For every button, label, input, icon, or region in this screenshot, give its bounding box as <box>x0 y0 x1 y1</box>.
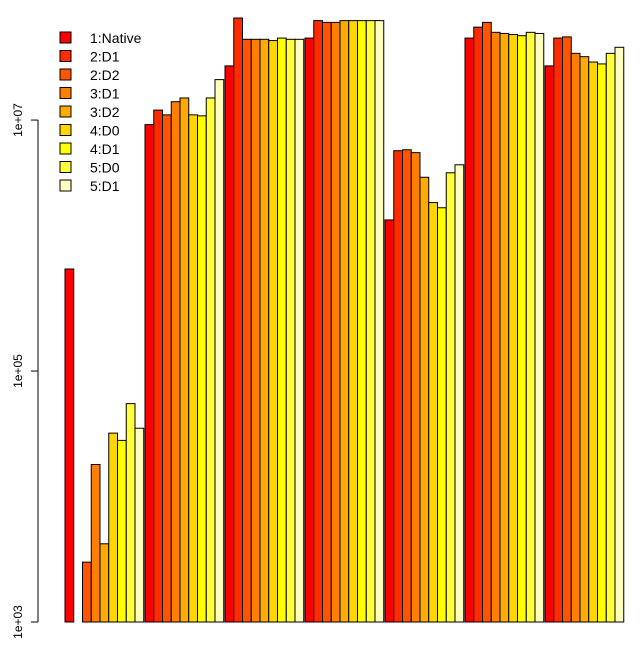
bar-allocation-4-D0 <box>188 114 198 623</box>
bar-fibonacci-5-D0 <box>125 403 136 623</box>
legend-swatch <box>59 50 72 62</box>
bar-references-4-D1 <box>517 35 527 623</box>
bar-compile-3-D1 <box>330 21 341 623</box>
bar-all-nodes-4-D1 <box>277 37 287 623</box>
legend-label: 3:D2 <box>90 104 120 120</box>
bar-all-nodes-3-D1 <box>250 38 261 623</box>
legend-label: 5:D1 <box>90 178 120 194</box>
bar-allocation-3-D1 <box>170 101 181 623</box>
bar-references-1-Native <box>464 37 475 623</box>
bar-fibonacci-5-D1 <box>134 427 145 623</box>
legend-swatch <box>59 87 72 99</box>
bar-allocation-4-D1 <box>197 115 207 623</box>
legend-label: 1:Native <box>90 30 142 46</box>
legend-label: 5:D0 <box>90 160 120 176</box>
bar-compile-2-D2 <box>322 21 332 623</box>
bar-all-nodes-2-D1 <box>233 17 243 623</box>
legend-label: 4:D0 <box>90 123 120 139</box>
bar-all-nodes-2-D2 <box>242 38 252 623</box>
legend-label: 2:D1 <box>90 49 120 65</box>
bar-all-nodes-3-D2 <box>259 38 270 623</box>
bars <box>64 17 625 623</box>
bar-allocation-1-Native <box>144 124 155 623</box>
bar-allocation-5-D0 <box>205 97 216 623</box>
legend-swatch <box>59 31 72 44</box>
bar-references-3-D1 <box>490 31 501 623</box>
bar-allocation-2-D1 <box>153 109 163 623</box>
y-tick-label: 1e+07 <box>11 103 25 137</box>
bar-sum-3-D2 <box>579 56 590 623</box>
bar-fibonacci-3-D1 <box>90 463 101 623</box>
bar-ackermann-2-D2 <box>402 149 412 623</box>
legend: 1:Native 2:D1 2:D2 3:D1 3:D2 4:D0 4:D1 5:D0 5:D1 <box>59 30 142 194</box>
bar-references-3-D2 <box>499 32 510 623</box>
bar-allocation-5-D1 <box>214 79 225 623</box>
bar-compile-4-D0 <box>348 20 358 623</box>
bar-sum-3-D1 <box>570 52 581 623</box>
legend-swatch <box>59 142 72 155</box>
y-axis: 1e+03 1e+05 1e+07 <box>11 103 39 639</box>
bar-references-2-D1 <box>473 26 483 623</box>
legend-swatch <box>59 105 72 118</box>
bar-all-nodes-5-D1 <box>294 38 305 623</box>
bar-ackermann-4-D0 <box>428 202 438 623</box>
bar-all-nodes-4-D0 <box>268 40 278 623</box>
bar-references-5-D0 <box>525 31 536 623</box>
bar-fibonacci-3-D2 <box>99 543 110 623</box>
bar-references-2-D2 <box>482 21 492 623</box>
bar-fibonacci-2-D2 <box>82 561 92 623</box>
legend-swatch <box>59 179 72 192</box>
bar-ackermann-2-D1 <box>393 150 403 623</box>
bar-fibonacci-1-Native <box>64 268 75 623</box>
bar-ackermann-3-D2 <box>419 176 430 623</box>
bar-ackermann-5-D0 <box>445 172 456 623</box>
bar-fibonacci-4-D1 <box>117 439 127 623</box>
bar-all-nodes-1-Native <box>224 65 235 623</box>
bar-sum-4-D0 <box>588 61 598 623</box>
y-tick-label: 1e+05 <box>11 354 25 388</box>
bar-compile-2-D1 <box>313 20 323 623</box>
bar-compile-5-D0 <box>365 20 376 623</box>
bar-references-5-D1 <box>534 32 545 623</box>
bar-compile-3-D2 <box>339 20 350 623</box>
bar-compile-1-Native <box>304 37 315 623</box>
bar-sum-2-D1 <box>553 37 563 623</box>
bar-sum-5-D0 <box>605 52 616 623</box>
bar-ackermann-3-D1 <box>410 152 421 623</box>
bar-sum-2-D2 <box>562 36 572 623</box>
bar-ackermann-1-Native <box>384 219 395 623</box>
legend-label: 2:D2 <box>90 67 120 83</box>
bar-references-4-D0 <box>508 34 518 623</box>
legend-swatch <box>59 124 72 136</box>
bar-ackermann-4-D1 <box>437 207 447 623</box>
bar-all-nodes-5-D0 <box>285 38 296 623</box>
bar-compile-5-D1 <box>374 20 385 623</box>
legend-label: 3:D1 <box>90 86 120 102</box>
bar-ackermann-5-D1 <box>454 164 465 623</box>
bar-compile-4-D1 <box>357 20 367 623</box>
bar-sum-1-Native <box>544 65 555 623</box>
bar-sum-5-D1 <box>614 46 625 623</box>
bar-allocation-2-D2 <box>162 114 172 623</box>
bar-fibonacci-4-D0 <box>108 432 118 623</box>
legend-swatch <box>59 161 72 173</box>
legend-swatch <box>59 68 72 81</box>
bar-sum-4-D1 <box>597 63 607 623</box>
bar-allocation-3-D2 <box>179 97 190 623</box>
legend-label: 4:D1 <box>90 141 120 157</box>
y-tick-label: 1e+03 <box>11 605 25 639</box>
